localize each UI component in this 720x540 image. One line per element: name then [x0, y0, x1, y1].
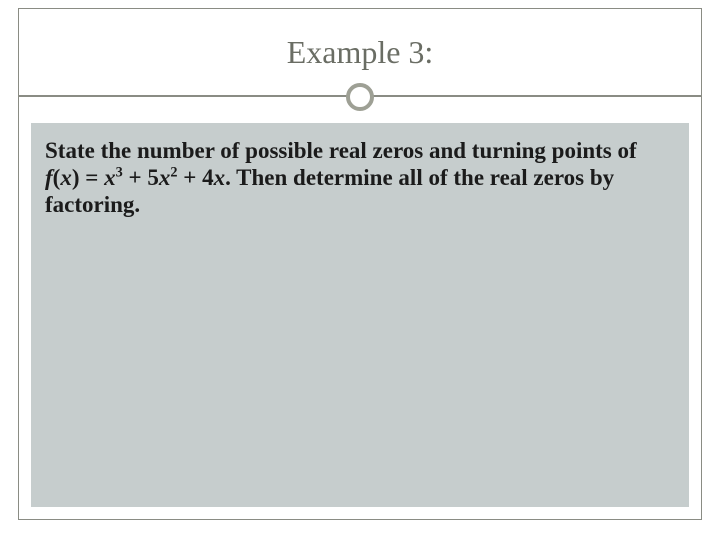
function-var: x: [60, 165, 72, 190]
term1-exp: 3: [116, 164, 123, 180]
divider-circle-icon: [346, 83, 374, 111]
content-panel: State the number of possible real zeros …: [31, 123, 689, 507]
close-paren: ): [72, 165, 80, 190]
body-text: State the number of possible real zeros …: [45, 137, 675, 218]
body-prefix: State the number of possible real zeros …: [45, 138, 637, 163]
term2-var: x: [159, 165, 171, 190]
equals: =: [80, 165, 105, 190]
plus2: + 4: [177, 165, 213, 190]
plus1: + 5: [123, 165, 159, 190]
term3-var: x: [214, 165, 226, 190]
slide: Example 3: State the number of possible …: [0, 0, 720, 540]
term1-var: x: [104, 165, 116, 190]
function-name: f: [45, 165, 53, 190]
slide-frame: Example 3: State the number of possible …: [18, 8, 702, 520]
slide-title: Example 3:: [287, 34, 434, 71]
